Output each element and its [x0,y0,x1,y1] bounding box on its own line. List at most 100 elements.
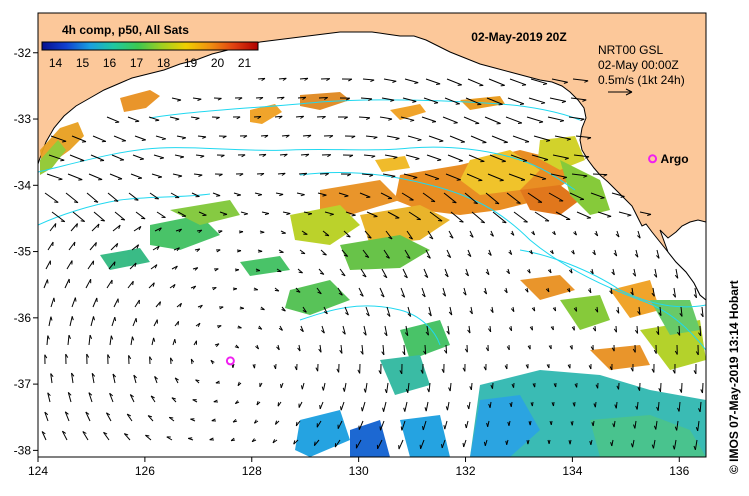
current-arrow [485,192,500,205]
current-arrow-head [285,134,290,138]
colorbar-tick-label: 19 [184,56,198,70]
current-arrow-head [426,255,431,259]
current-arrow [317,192,327,196]
current-arrow [337,420,343,429]
current-arrow [155,301,161,308]
current-arrow-head [698,332,702,337]
current-arrow-head [547,269,552,274]
current-arrow-head [611,271,615,276]
current-arrow [401,420,406,431]
current-arrow [153,154,164,159]
current-arrow [422,420,427,431]
current-arrow-head [415,158,420,161]
x-tick-label: 136 [669,464,689,478]
current-arrow [65,192,79,203]
current-arrow-head [62,140,67,143]
current-arrow-head [300,385,303,390]
current-arrow [274,115,283,118]
current-arrow [110,243,119,251]
current-arrow [148,116,160,121]
current-arrow-head [467,405,470,410]
colorbar-tick-label: 18 [157,56,171,70]
current-arrow [66,260,73,270]
current-arrow-head [118,224,121,229]
current-arrow [447,325,450,335]
current-arrow-head [232,418,237,423]
current-arrow-head [516,202,521,204]
current-arrow [91,223,100,232]
y-tick-label: -33 [14,112,32,126]
current-arrow [359,192,371,198]
current-arrow-head [672,369,676,374]
current-arrow-head [401,294,406,298]
current-arrow-head [504,289,508,294]
current-arrow [154,227,162,232]
current-arrow-head [133,374,137,379]
current-arrow-head [422,425,424,431]
colorbar-ticks: 14 15 16 17 18 19 20 21 [49,56,252,70]
current-arrow [233,192,241,196]
current-arrow-head [300,115,304,119]
current-arrow-head [527,345,531,350]
current-arrow-head [177,99,182,102]
current-arrow [382,173,396,177]
current-arrow-head [508,251,513,255]
current-arrow [613,420,616,428]
current-arrow-head [467,253,472,257]
current-arrow [172,173,183,177]
current-arrow-head [363,388,366,393]
current-arrow-head [141,139,146,141]
current-arrow-head [634,253,639,258]
current-arrow [322,382,326,391]
current-arrow [470,382,473,390]
current-arrow-head [321,386,324,391]
current-arrow-head [360,350,364,355]
current-arrow [655,420,658,430]
current-arrow-head [347,173,352,177]
current-arrow-head [362,274,367,278]
current-arrow [527,192,543,203]
current-arrow-head [216,195,221,197]
current-arrow [151,337,155,346]
current-arrow [487,173,504,181]
current-arrow-head [58,178,63,181]
current-arrow-head [200,155,205,158]
current-arrow-head [336,368,340,373]
current-arrow [569,192,585,200]
argo-marker[interactable] [225,356,235,366]
current-arrow-head [174,265,178,270]
current-arrow [302,306,307,313]
current-arrow-head [571,326,575,331]
current-arrow-head [344,195,349,198]
current-arrow-head [361,407,363,412]
current-arrow-head [550,326,554,331]
current-arrow [450,211,464,223]
current-arrow-head [60,220,65,223]
current-arrow-head [531,231,535,236]
current-arrow-head [47,392,51,397]
current-arrow-head [370,79,375,83]
current-arrow [64,278,70,289]
current-arrow-head [613,328,617,333]
current-arrow [379,116,393,120]
legend-time: 02-May 00:00Z [598,58,679,72]
current-arrow [361,344,364,355]
current-arrow-head [674,426,678,431]
current-arrow [113,298,119,308]
current-arrow [444,268,449,278]
current-arrow-head [260,231,265,234]
current-arrow-head [452,201,457,204]
current-arrow-head [215,116,220,120]
current-arrow [134,299,140,308]
current-arrow-head [424,407,427,412]
current-arrow-head [634,329,639,334]
current-arrow-head [582,99,587,102]
current-arrow [276,96,285,99]
argo-marker[interactable] [648,154,658,164]
current-arrow [428,382,431,393]
current-arrow [70,223,78,232]
current-arrow [507,97,525,105]
current-arrow [129,394,135,403]
current-arrow-head [437,159,442,162]
current-arrow-head [117,178,123,180]
